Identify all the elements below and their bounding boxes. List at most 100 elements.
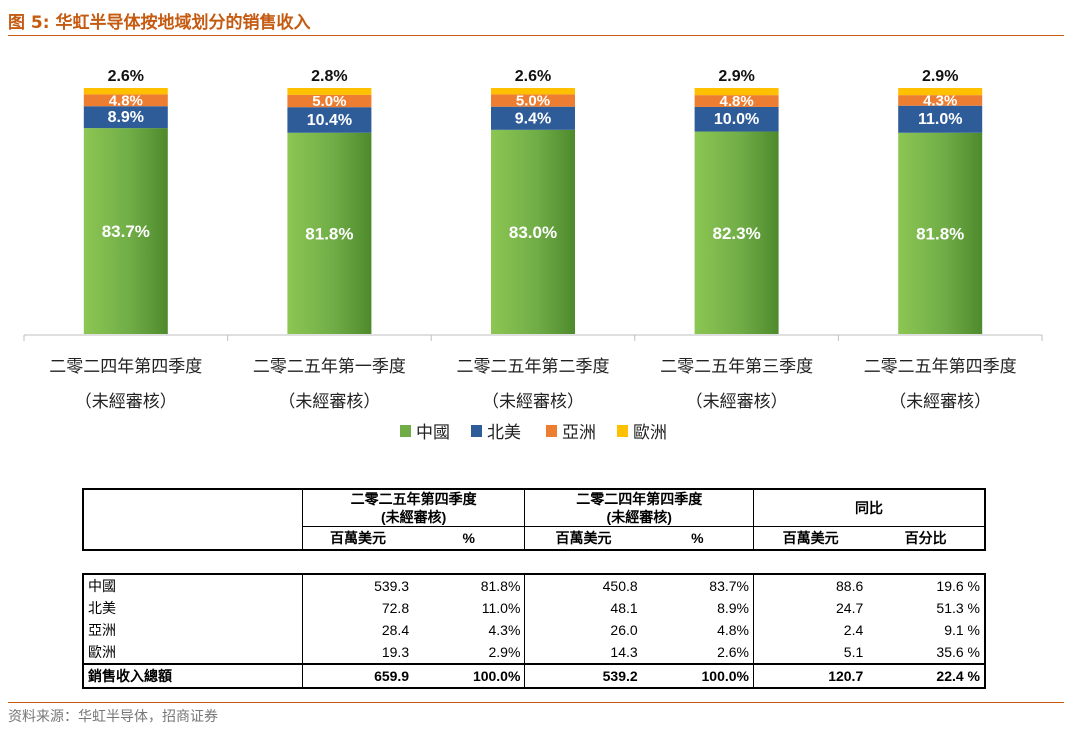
table-row: 歐洲 19.3 2.9% 14.3 2.6% 5.1 35.6 % <box>81 641 986 664</box>
row-label-europe: 歐洲 <box>81 641 303 664</box>
cell: 48.1 <box>524 597 642 619</box>
data-label-asia: 4.8% <box>719 93 753 110</box>
header-q4-2025-line1: 二零二五年第四季度 <box>350 491 477 507</box>
cell: 4.3% <box>488 622 521 638</box>
bar-segment-asia <box>694 95 779 107</box>
cell: 51.3 % <box>867 597 986 619</box>
bar-segment-north-america <box>694 106 779 132</box>
data-label-north-america: 10.0% <box>714 111 759 128</box>
cell: 28.4 <box>301 619 414 641</box>
cell: 9.1 % <box>867 619 986 641</box>
bar-segment-europe <box>287 88 372 95</box>
cell: 19.3 <box>301 641 414 664</box>
data-label-north-america: 10.4% <box>307 112 352 129</box>
title-rule <box>8 35 1064 36</box>
cell: 88.6 <box>752 573 868 597</box>
cell: 11.0% <box>481 600 521 616</box>
row-label-asia: 亞洲 <box>81 619 303 641</box>
cell: 8.9% <box>717 600 749 616</box>
cell: 450.8 <box>524 573 642 597</box>
category-label: （未經審核） <box>75 392 177 412</box>
table-row: 亞洲 28.4 4.3% 26.0 4.8% 2.4 9.1 % <box>81 619 986 641</box>
region-revenue-table: 二零二五年第四季度 (未經審核) 二零二四年第四季度 (未經審核) 同比 百萬美… <box>81 488 986 689</box>
bar-segment-china <box>898 132 983 334</box>
legend-label-europe: 歐洲 <box>633 423 667 443</box>
figure-title: 图 5: 华虹半导体按地域划分的销售收入 <box>8 13 311 33</box>
cell: 539.3 <box>301 573 414 597</box>
cell: 100.0% <box>413 663 525 689</box>
bar-segment-china <box>83 128 168 334</box>
data-label-china: 81.8% <box>305 224 353 243</box>
legend-swatch-asia <box>546 425 557 437</box>
category-label: （未經審核） <box>482 392 584 412</box>
cell: 120.7 <box>752 663 868 689</box>
cell: 72.8 <box>301 597 414 619</box>
data-label-china: 81.8% <box>916 224 964 243</box>
cell: 2.9% <box>488 644 521 660</box>
header-q4-2024: 二零二四年第四季度 (未經審核) <box>524 488 754 527</box>
header-q4-2025: 二零二五年第四季度 (未經審核) <box>301 488 525 527</box>
legend-label-asia: 亞洲 <box>562 423 596 443</box>
legend-label-china: 中國 <box>416 423 450 443</box>
bar-segment-asia <box>491 94 575 107</box>
bar-segment-north-america <box>898 105 983 133</box>
bar-segment-north-america <box>491 106 575 130</box>
row-label-total: 銷售收入總額 <box>81 663 303 689</box>
data-label-china: 83.0% <box>509 223 557 242</box>
bar-segment-china <box>694 131 779 334</box>
bar-segment-europe <box>83 88 168 95</box>
legend-swatch-europe <box>617 425 628 437</box>
legend-swatch-north-america <box>471 425 482 437</box>
category-label: 二零二五年第三季度 <box>660 357 813 377</box>
table-corner-cell <box>81 488 303 550</box>
data-label-china: 82.3% <box>712 224 760 243</box>
data-label-europe: 2.9% <box>922 68 958 85</box>
cell: 24.7 <box>752 597 868 619</box>
cell: 539.2 <box>524 663 642 689</box>
data-label-europe: 2.6% <box>108 68 144 85</box>
cell: 35.6 % <box>867 641 986 664</box>
bar-segment-asia <box>83 94 168 107</box>
data-label-asia: 5.0% <box>516 93 550 110</box>
cell: 19.6 % <box>867 573 986 597</box>
header-gap <box>83 549 985 574</box>
category-label: （未經審核） <box>278 392 380 412</box>
subheader-pct-q4-2024: % <box>691 530 704 546</box>
bar-segment-north-america <box>287 107 372 133</box>
footer-rule <box>8 702 1064 703</box>
header-q4-2024-line2: (未經審核) <box>606 509 672 525</box>
cell: 2.4 <box>752 619 868 641</box>
row-label-china: 中國 <box>81 573 303 597</box>
stacked-bar-chart: 83.7%8.9%4.8%2.6%81.8%10.4%5.0%2.8%83.0%… <box>23 68 1043 443</box>
subheader-usd-q4-2024: 百萬美元 <box>524 526 642 550</box>
data-label-asia: 4.3% <box>923 92 957 109</box>
bar-segment-china <box>491 129 575 334</box>
cell: 81.8% <box>413 573 525 597</box>
category-label: 二零二五年第一季度 <box>253 357 406 377</box>
table-row: 北美 72.8 11.0% 48.1 8.9% 24.7 51.3 % <box>81 597 986 619</box>
bar-segment-china <box>287 132 372 334</box>
data-label-asia: 5.0% <box>312 93 346 110</box>
cell: 4.8% <box>717 622 749 638</box>
table-total-row: 銷售收入總額 659.9 100.0% 539.2 100.0% 120.7 2… <box>81 663 986 689</box>
data-label-north-america: 11.0% <box>918 111 962 128</box>
data-label-china: 83.7% <box>102 222 150 241</box>
cell: 26.0 <box>524 619 642 641</box>
bar-segment-north-america <box>83 106 168 129</box>
legend-label-north-america: 北美 <box>487 423 521 443</box>
bar-segment-europe <box>898 88 983 96</box>
row-label-north-america: 北美 <box>81 597 303 619</box>
cell: 2.6% <box>717 644 749 660</box>
bar-segment-europe <box>491 88 575 95</box>
source-note: 资料来源：华虹半导体，招商证券 <box>8 709 218 725</box>
cell: 22.4 % <box>867 663 986 689</box>
header-q4-2024-line1: 二零二四年第四季度 <box>576 491 703 507</box>
subheader-usd-yoy: 百萬美元 <box>752 526 868 550</box>
data-label-north-america: 9.4% <box>515 110 551 127</box>
data-label-north-america: 8.9% <box>108 109 144 126</box>
data-label-asia: 4.8% <box>109 92 143 109</box>
table-row: 中國 539.3 81.8% 450.8 83.7% 88.6 19.6 % <box>81 573 986 597</box>
data-label-europe: 2.9% <box>718 68 754 85</box>
subheader-usd-q4-2025: 百萬美元 <box>301 526 414 550</box>
header-yoy: 同比 <box>752 488 986 527</box>
